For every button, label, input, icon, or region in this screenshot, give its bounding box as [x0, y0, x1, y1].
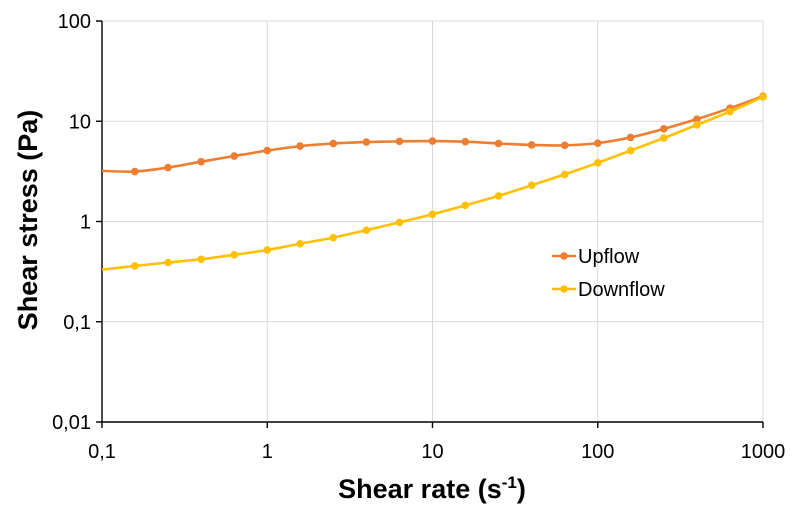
data-point-downflow	[362, 226, 371, 234]
data-point-downflow	[197, 255, 205, 264]
data-point-downflow	[726, 107, 734, 116]
data-point-downflow	[263, 246, 272, 254]
x-tick-labels: 0,1 1 10 100 1000	[88, 441, 785, 463]
data-point-downflow	[230, 251, 239, 259]
x-tick-label: 0,1	[88, 441, 116, 463]
data-point-upflow	[131, 167, 139, 176]
data-point-upflow	[461, 137, 470, 146]
x-axis-title: Shear rate (s-1)	[338, 473, 526, 504]
data-point-upflow	[362, 138, 371, 146]
data-point-downflow	[131, 262, 139, 270]
y-tick-label: 100	[58, 11, 91, 33]
data-point-upflow	[164, 163, 172, 172]
axes	[96, 20, 764, 428]
x-axis-title-suffix: )	[517, 474, 526, 504]
series-upflow	[101, 92, 767, 176]
data-point-upflow	[395, 137, 404, 146]
data-point-upflow	[329, 139, 338, 148]
x-axis-title-superscript: -1	[502, 473, 517, 492]
data-point-downflow	[759, 93, 767, 101]
data-point-upflow	[527, 141, 536, 149]
data-point-upflow	[693, 115, 701, 123]
x-tick-label: 1	[262, 441, 273, 463]
legend-swatch-marker	[560, 285, 568, 293]
data-point-upflow	[560, 141, 569, 150]
data-point-downflow	[659, 134, 668, 142]
legend: Upflow Downflow	[552, 246, 665, 301]
legend-swatch-marker	[560, 252, 568, 260]
data-point-downflow	[560, 170, 569, 179]
y-tick-label: 0,1	[63, 312, 91, 334]
data-point-upflow	[659, 125, 668, 133]
y-tick-label: 1	[80, 212, 91, 234]
data-point-upflow	[263, 146, 272, 155]
y-axis-title: Shear stress (Pa)	[13, 110, 43, 331]
series-downflow	[101, 93, 767, 272]
data-point-downflow	[164, 258, 172, 267]
data-point-upflow	[428, 137, 437, 145]
data-point-downflow	[296, 239, 304, 248]
data-point-downflow	[693, 121, 701, 129]
data-point-upflow	[197, 157, 205, 166]
data-point-downflow	[527, 181, 536, 190]
legend-item-downflow: Downflow	[552, 279, 665, 301]
data-point-upflow	[626, 133, 635, 142]
data-point-downflow	[593, 159, 602, 167]
grid-lines	[102, 20, 764, 422]
data-point-downflow	[494, 192, 503, 200]
data-point-downflow	[461, 201, 470, 210]
legend-item-upflow: Upflow	[552, 246, 640, 268]
y-tick-label: 10	[69, 111, 91, 133]
data-point-downflow	[329, 233, 338, 242]
legend-label: Upflow	[578, 246, 640, 268]
series-layer	[101, 92, 767, 272]
data-point-downflow	[428, 210, 437, 219]
legend-label: Downflow	[578, 279, 665, 301]
data-point-upflow	[494, 139, 503, 148]
x-tick-label: 10	[421, 441, 443, 463]
x-tick-label: 100	[581, 441, 614, 463]
x-tick-label: 1000	[741, 441, 786, 463]
data-point-downflow	[395, 218, 404, 227]
data-point-upflow	[593, 139, 602, 147]
data-point-downflow	[626, 146, 635, 155]
y-tick-label: 0,01	[52, 412, 91, 434]
x-axis-title-main: Shear rate (s	[338, 474, 502, 504]
data-point-upflow	[296, 142, 304, 150]
data-point-upflow	[230, 152, 239, 160]
y-tick-labels: 0,01 0,1 1 10 100	[52, 11, 91, 434]
